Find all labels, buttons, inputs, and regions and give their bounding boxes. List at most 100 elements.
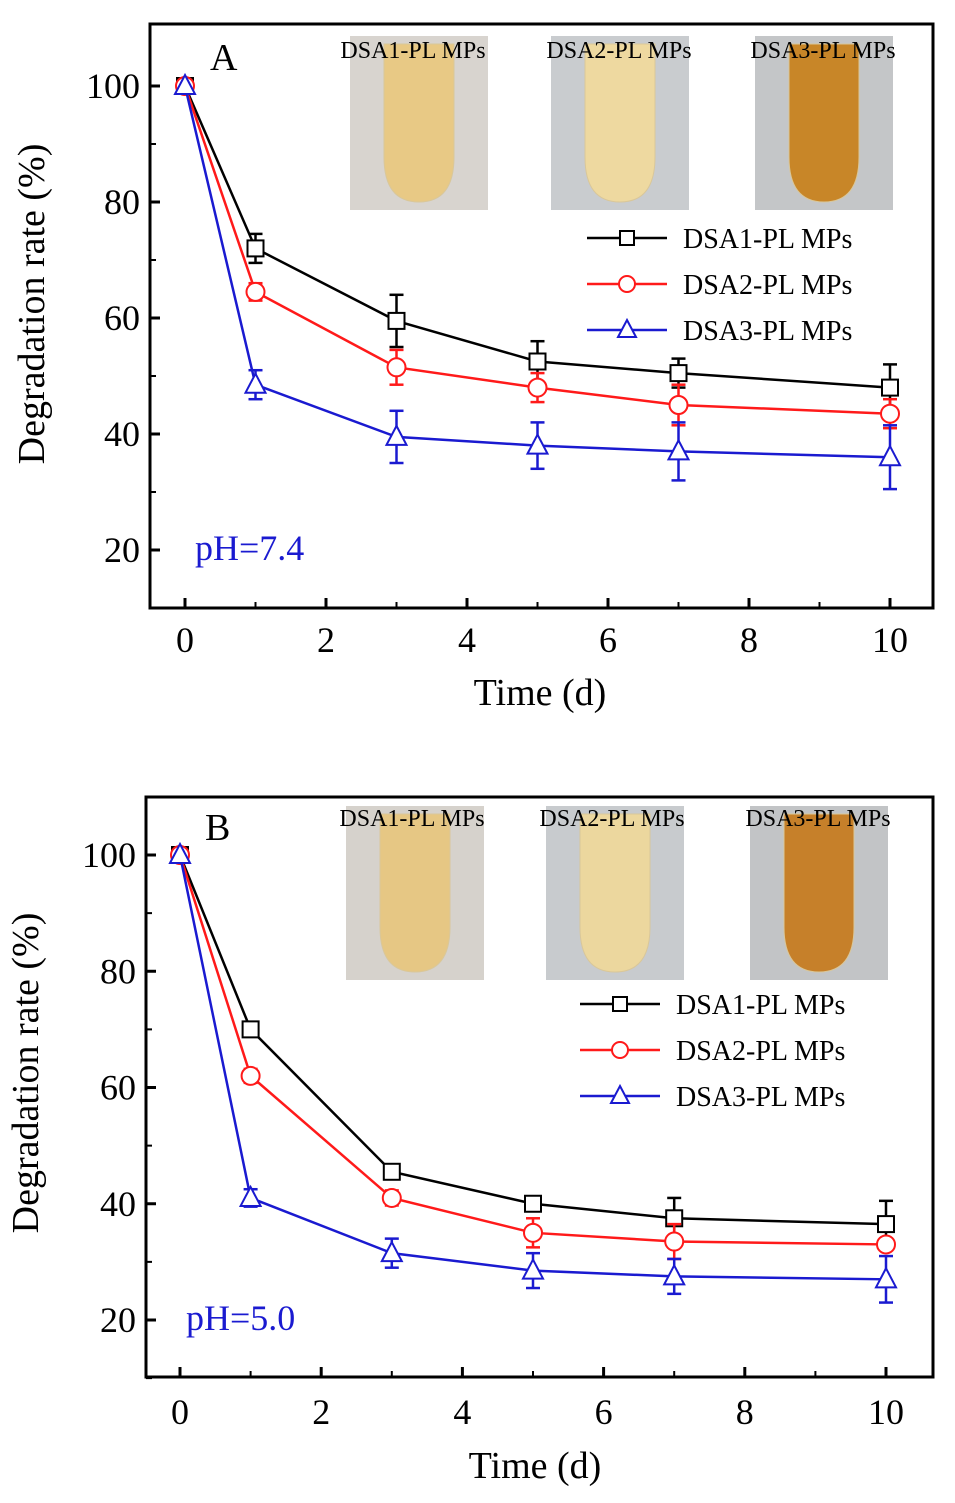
inset-photos: DSA1-PL MPs DSA2-PL MPs DSA3-PL MPs <box>340 36 896 210</box>
test-tube <box>788 43 860 203</box>
y-axis-title: Degradation rate (%) <box>5 913 47 1234</box>
inset-photo: DSA1-PL MPs <box>340 36 488 210</box>
plot-frame <box>148 22 935 610</box>
panel-letter: B <box>205 807 230 849</box>
series-dsa3-pl-mps <box>168 841 898 1304</box>
x-axis-title: Time (d) <box>469 1445 602 1487</box>
test-tube <box>584 43 656 203</box>
square-marker <box>246 239 265 258</box>
series-dsa2-pl-mps <box>175 76 900 430</box>
triangle-marker <box>521 1257 545 1280</box>
circle-marker <box>876 1234 896 1255</box>
legend: DSA1-PL MPs DSA2-PL MPs DSA3-PL MPs <box>580 990 845 1113</box>
panel-b: DSA1-PL MPs DSA2-PL MPs DSA3-PL MPs 204060… <box>5 795 935 1487</box>
y-tick-label: 100 <box>82 835 136 875</box>
inset-label: DSA1-PL MPs <box>339 806 484 832</box>
test-tube <box>579 813 651 973</box>
triangle-marker <box>238 1184 263 1207</box>
triangle-marker <box>878 444 902 467</box>
square-marker <box>241 1020 260 1039</box>
y-tick-label: 80 <box>104 182 140 222</box>
legend-item: DSA1-PL MPs <box>580 990 845 1021</box>
inset-photo: DSA1-PL MPs <box>339 806 485 980</box>
legend-item: DSA3-PL MPs <box>587 316 852 347</box>
test-tube <box>383 43 455 203</box>
circle-marker <box>527 377 548 398</box>
y-axis-title: Degradation rate (%) <box>11 144 53 465</box>
legend-label: DSA1-PL MPs <box>676 990 845 1021</box>
circle-marker <box>618 275 636 293</box>
triangle-marker <box>525 432 550 455</box>
x-tick-label: 6 <box>595 1392 613 1432</box>
square-marker <box>619 230 635 246</box>
square-marker <box>881 378 899 397</box>
legend: DSA1-PL MPs DSA2-PL MPs DSA3-PL MPs <box>587 224 852 347</box>
triangle-marker <box>666 438 691 461</box>
triangle-marker <box>173 72 197 95</box>
legend-label: DSA1-PL MPs <box>683 224 852 255</box>
triangle-marker <box>380 1240 404 1263</box>
legend-label: DSA3-PL MPs <box>683 316 852 347</box>
circle-marker <box>611 1041 629 1059</box>
x-tick-label: 10 <box>872 620 908 660</box>
square-marker <box>528 352 547 371</box>
series-line <box>178 854 887 1281</box>
series-dsa1-pl-mps <box>171 846 895 1249</box>
series-line <box>178 854 887 1226</box>
inset-photo: DSA3-PL MPs <box>745 806 891 980</box>
series-line <box>178 854 887 1246</box>
square-marker <box>387 311 406 330</box>
circle-marker <box>664 1231 685 1252</box>
inset-photo: DSA2-PL MPs <box>539 806 685 980</box>
square-marker <box>877 1215 895 1234</box>
legend-label: DSA2-PL MPs <box>683 270 852 301</box>
inset-photo: DSA3-PL MPs <box>750 36 896 210</box>
y-tick-label: 20 <box>100 1300 136 1340</box>
legend-label: DSA2-PL MPs <box>676 1036 845 1067</box>
y-tick-label: 60 <box>100 1068 136 1108</box>
triangle-marker <box>609 1083 631 1104</box>
inset-label: DSA1-PL MPs <box>340 38 485 64</box>
ph-annotation: pH=5.0 <box>186 1298 295 1338</box>
series-line <box>183 85 891 459</box>
x-tick-label: 8 <box>740 620 758 660</box>
x-tick-label: 10 <box>868 1392 904 1432</box>
square-marker <box>669 364 688 383</box>
circle-marker <box>245 281 266 302</box>
test-tube <box>379 813 451 973</box>
inset-label: DSA2-PL MPs <box>539 806 684 832</box>
triangle-marker <box>874 1266 898 1289</box>
inset-label: DSA2-PL MPs <box>546 38 691 64</box>
inset-photos: DSA1-PL MPs DSA2-PL MPs DSA3-PL MPs <box>339 806 891 980</box>
y-tick-label: 100 <box>86 66 140 106</box>
triangle-marker <box>243 371 268 394</box>
square-marker <box>524 1194 542 1213</box>
x-tick-label: 2 <box>312 1392 330 1432</box>
circle-marker <box>523 1222 543 1243</box>
series-dsa2-pl-mps <box>170 845 896 1261</box>
legend-label: DSA3-PL MPs <box>676 1082 845 1113</box>
x-tick-label: 6 <box>599 620 617 660</box>
y-tick-label: 80 <box>100 951 136 991</box>
series-line <box>183 85 891 415</box>
inset-label: DSA3-PL MPs <box>750 38 895 64</box>
square-marker <box>382 1162 401 1181</box>
x-tick-label: 2 <box>317 620 335 660</box>
circle-marker <box>386 357 407 378</box>
circle-marker <box>240 1065 261 1086</box>
y-tick-label: 40 <box>104 414 140 454</box>
x-axis-ticks: 0 2 4 6 8 10 <box>176 598 908 660</box>
x-axis-title: Time (d) <box>474 672 607 714</box>
triangle-marker <box>384 423 409 446</box>
legend-item: DSA3-PL MPs <box>580 1082 845 1113</box>
series-group <box>173 72 902 491</box>
inset-photo: DSA2-PL MPs <box>546 36 692 210</box>
panel-letter: A <box>210 37 238 79</box>
x-tick-label: 4 <box>458 620 476 660</box>
x-tick-label: 0 <box>171 1392 189 1432</box>
x-tick-label: 0 <box>176 620 194 660</box>
x-axis-ticks: 0 2 4 6 8 10 <box>171 1367 904 1432</box>
y-tick-label: 60 <box>104 298 140 338</box>
inset-label: DSA3-PL MPs <box>745 806 890 832</box>
